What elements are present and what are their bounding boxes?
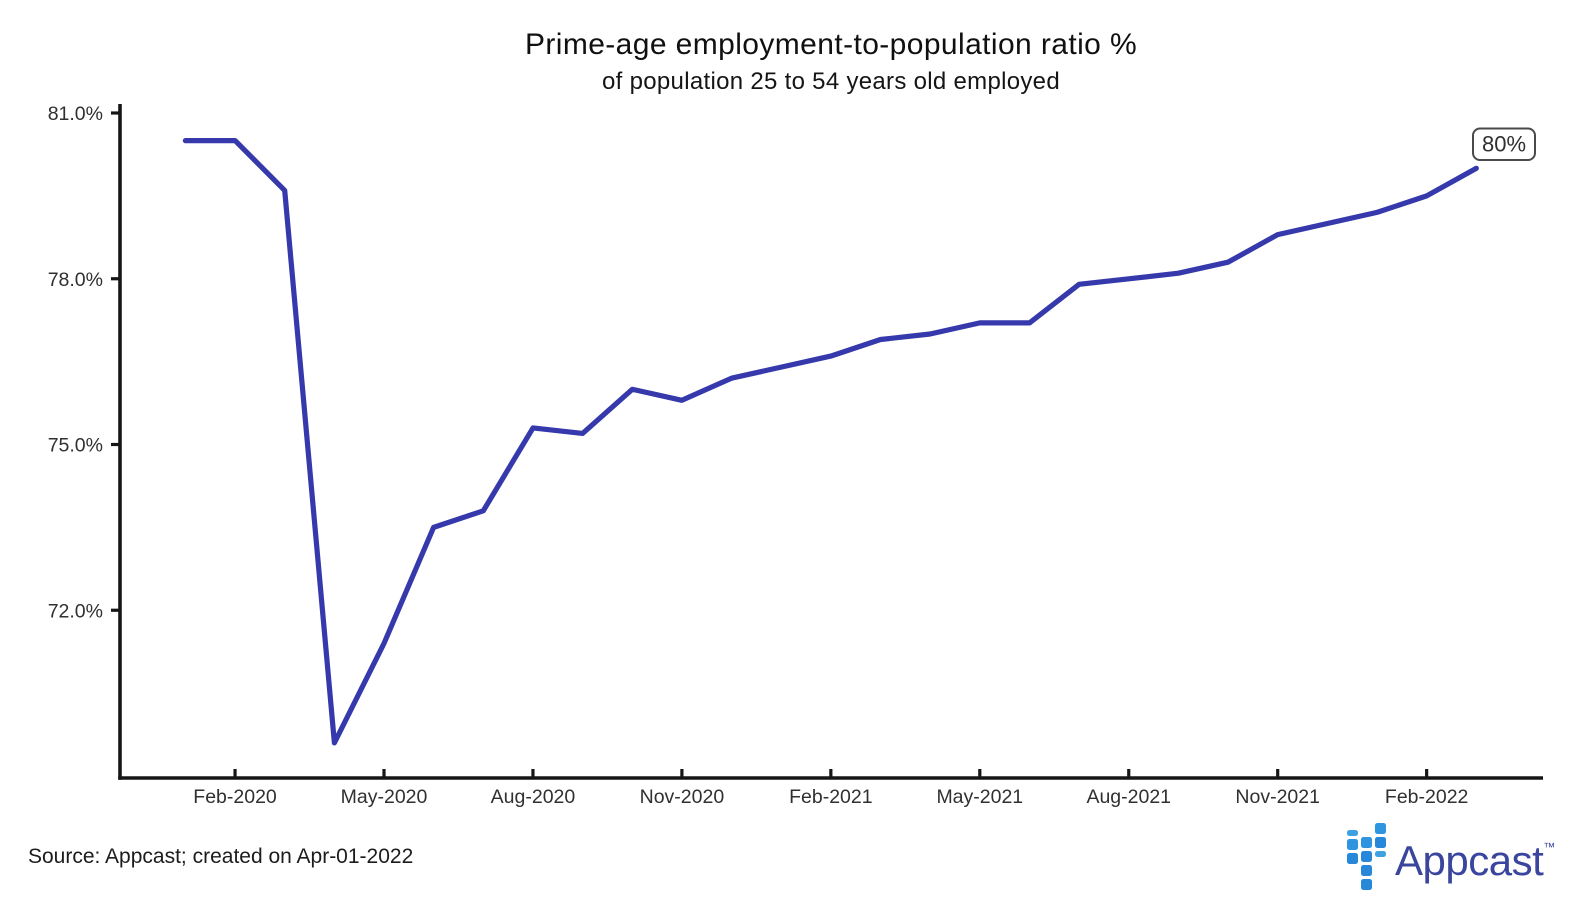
- x-tick-label: Nov-2021: [1235, 786, 1320, 808]
- end-value-callout-label: 80%: [1482, 132, 1526, 157]
- y-tick-label: 75.0%: [48, 435, 103, 457]
- y-tick-label: 81.0%: [48, 103, 103, 125]
- x-tick-label: Feb-2022: [1385, 786, 1468, 808]
- appcast-wordmark: Appcast™: [1395, 837, 1556, 884]
- x-tick-label: Feb-2020: [193, 786, 277, 808]
- appcast-logo: Appcast™: [1347, 820, 1555, 890]
- x-tick-label: Nov-2020: [640, 786, 725, 808]
- source-note: Source: Appcast; created on Apr-01-2022: [28, 845, 414, 868]
- end-value-callout: 80%: [1472, 127, 1536, 161]
- y-tick-label: 78.0%: [48, 269, 103, 291]
- trademark-symbol: ™: [1543, 840, 1556, 854]
- x-axis-ticks: Feb-2020 May-2020 Aug-2020 Nov-2020 Feb-2021…: [193, 769, 1468, 808]
- x-tick-label: May-2021: [936, 786, 1023, 808]
- end-value-callout-box: [1472, 127, 1536, 161]
- chart-subtitle: of population 25 to 54 years old employe…: [602, 68, 1060, 95]
- x-tick-label: Feb-2021: [789, 786, 872, 808]
- chart-title: Prime-age employment-to-population ratio…: [524, 28, 1138, 61]
- x-tick-label: Aug-2020: [491, 786, 576, 808]
- x-tick-label: Aug-2021: [1086, 786, 1171, 808]
- y-axis-ticks: 81.0% 78.0% 75.0% 72.0%: [48, 103, 120, 622]
- y-tick-label: 72.0%: [48, 600, 103, 622]
- appcast-logo-mark-icon: [1347, 820, 1386, 890]
- employment-ratio-line: [182, 138, 1479, 746]
- x-tick-label: May-2020: [341, 786, 428, 808]
